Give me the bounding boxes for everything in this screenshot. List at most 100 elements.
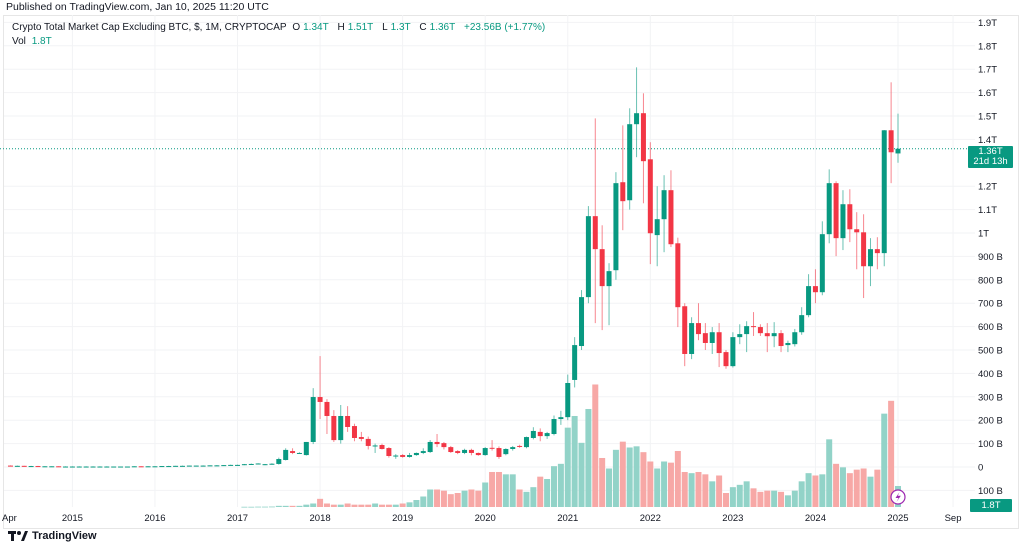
candle[interactable] [695,303,701,341]
candle[interactable] [592,118,598,324]
candle[interactable] [63,466,69,468]
candle[interactable] [537,428,543,442]
candle[interactable] [544,431,550,439]
candle[interactable] [83,466,89,468]
candle[interactable] [785,340,791,353]
candle[interactable] [634,67,640,158]
candle[interactable] [757,324,763,336]
candle[interactable] [338,404,344,444]
candle[interactable] [523,436,529,449]
candle[interactable] [764,323,770,353]
candle[interactable] [372,443,378,453]
candle[interactable] [861,214,867,299]
candle[interactable] [640,93,646,204]
candle[interactable] [235,464,241,466]
candle[interactable] [42,466,48,468]
candle[interactable] [847,189,853,243]
candle[interactable] [76,466,82,468]
symbol-title[interactable]: Crypto Total Market Cap Excluding BTC, $… [12,22,287,33]
candle[interactable] [517,444,523,448]
candle[interactable] [228,464,234,466]
candle[interactable] [888,82,894,184]
candle[interactable] [751,312,757,336]
candle[interactable] [186,465,192,467]
candle[interactable] [723,350,729,369]
candle[interactable] [97,466,103,468]
candle[interactable] [689,317,695,360]
candle[interactable] [462,448,468,455]
candle[interactable] [124,466,130,468]
volume-label[interactable]: Vol [12,36,26,47]
candle[interactable] [854,212,860,270]
tradingview-brand[interactable]: TradingView [32,530,97,542]
candle[interactable] [49,466,55,468]
candle[interactable] [654,186,660,267]
candle[interactable] [716,323,722,368]
candle[interactable] [138,466,144,468]
candle[interactable] [867,238,873,287]
candle[interactable] [675,237,681,328]
candle[interactable] [819,221,825,296]
candle[interactable] [379,443,385,450]
candle[interactable] [365,436,371,450]
candle[interactable] [7,465,13,467]
candle[interactable] [262,463,268,466]
candle[interactable] [881,130,887,267]
candle[interactable] [166,465,172,468]
candle[interactable] [303,441,309,456]
candle[interactable] [599,225,605,331]
candle[interactable] [833,181,839,257]
candle[interactable] [145,466,151,468]
candle[interactable] [475,452,481,456]
candle[interactable] [14,465,20,467]
candle[interactable] [606,263,612,326]
candle[interactable] [56,466,62,468]
candle[interactable] [111,466,117,468]
candle[interactable] [290,448,296,455]
candle[interactable] [895,113,901,163]
candle[interactable] [489,440,495,451]
candle[interactable] [269,463,275,465]
candle[interactable] [386,447,392,458]
candle[interactable] [351,423,357,442]
candle[interactable] [131,466,137,468]
candle[interactable] [90,466,96,468]
candle[interactable] [324,399,330,435]
candle[interactable] [310,388,316,445]
candle[interactable] [393,454,399,459]
candle[interactable] [248,463,254,465]
candle[interactable] [799,307,805,335]
candle[interactable] [441,441,447,450]
candle[interactable] [530,427,536,440]
candle[interactable] [35,465,41,468]
candle[interactable] [585,206,591,304]
candle[interactable] [207,465,213,467]
candle[interactable] [400,454,406,458]
candle[interactable] [874,237,880,270]
candle[interactable] [193,465,199,467]
candle[interactable] [283,448,289,461]
candle[interactable] [668,170,674,248]
candle[interactable] [179,465,185,467]
candle[interactable] [682,303,688,367]
candle[interactable] [427,440,433,453]
candle[interactable] [345,406,351,432]
candle[interactable] [420,448,426,455]
candle[interactable] [565,374,571,421]
candle[interactable] [806,274,812,318]
candle[interactable] [579,290,585,350]
event-marker[interactable] [890,489,906,505]
candle[interactable] [21,465,27,467]
candle[interactable] [744,321,750,353]
candle[interactable] [434,434,440,448]
candle[interactable] [572,337,578,388]
candle[interactable] [455,450,461,455]
candle[interactable] [118,466,124,468]
candle[interactable] [468,448,474,456]
candle[interactable] [255,463,261,465]
candle[interactable] [69,466,75,468]
candle[interactable] [661,175,667,253]
candle[interactable] [331,410,337,442]
candle[interactable] [558,410,564,425]
